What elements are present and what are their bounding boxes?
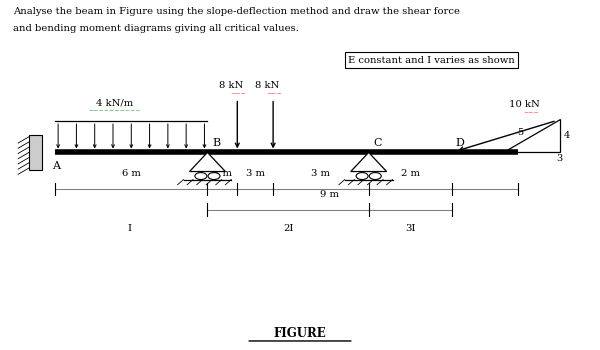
- Text: ~~~: ~~~: [523, 110, 539, 116]
- Text: 9 m: 9 m: [320, 190, 340, 199]
- Text: B: B: [212, 138, 220, 148]
- Text: 3: 3: [557, 154, 563, 163]
- Text: 6 m: 6 m: [122, 169, 141, 178]
- Circle shape: [195, 173, 207, 180]
- Text: ~~~: ~~~: [266, 91, 282, 96]
- Text: 5: 5: [518, 128, 524, 137]
- Text: 3I: 3I: [405, 224, 416, 233]
- Text: Analyse the beam in Figure using the slope-deflection method and draw the shear : Analyse the beam in Figure using the slo…: [13, 7, 460, 16]
- Circle shape: [356, 173, 368, 180]
- Text: C: C: [373, 138, 382, 148]
- Text: 8 kN: 8 kN: [255, 81, 279, 90]
- Circle shape: [369, 173, 381, 180]
- Text: 3 m: 3 m: [213, 169, 232, 178]
- Text: 4: 4: [564, 132, 570, 140]
- Text: 4 kN/m: 4 kN/m: [96, 98, 133, 107]
- Text: D: D: [455, 138, 464, 148]
- Text: 2 m: 2 m: [401, 169, 420, 178]
- Text: 8 kN: 8 kN: [219, 81, 244, 90]
- Polygon shape: [351, 153, 386, 172]
- Text: I: I: [128, 224, 132, 233]
- Text: 3 m: 3 m: [311, 169, 331, 178]
- Text: 10 kN: 10 kN: [509, 100, 539, 109]
- Text: A: A: [52, 161, 60, 171]
- Text: ~~~: ~~~: [230, 91, 247, 96]
- Text: 3 m: 3 m: [246, 169, 265, 178]
- Text: 2I: 2I: [283, 224, 293, 233]
- Polygon shape: [503, 119, 560, 153]
- Text: ~~~~~~~~~~: ~~~~~~~~~~: [89, 108, 141, 113]
- Text: E constant and I varies as shown: E constant and I varies as shown: [348, 56, 515, 65]
- Text: FIGURE: FIGURE: [274, 327, 326, 340]
- Polygon shape: [190, 153, 226, 172]
- Text: and bending moment diagrams giving all critical values.: and bending moment diagrams giving all c…: [13, 24, 299, 33]
- Bar: [29, 135, 42, 170]
- Circle shape: [208, 173, 220, 180]
